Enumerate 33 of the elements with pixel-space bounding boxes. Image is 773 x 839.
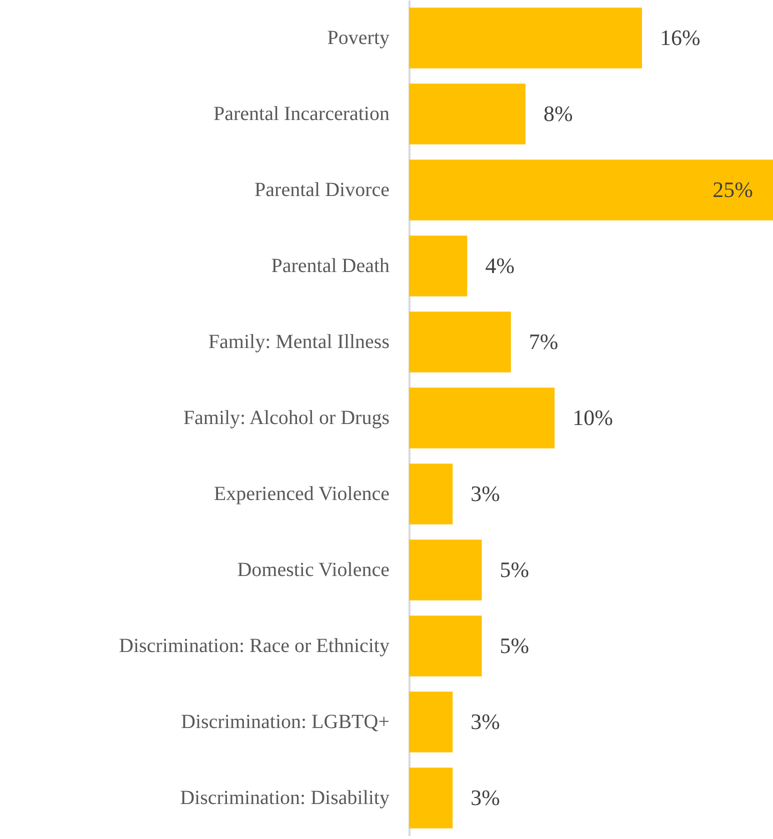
- bar: [409, 616, 482, 676]
- y-tick-label: Discrimination: Disability: [180, 787, 390, 809]
- bar: [409, 540, 482, 600]
- data-label: 3%: [470, 481, 500, 506]
- bar: [409, 312, 511, 372]
- bar: [409, 84, 526, 144]
- y-tick-label: Family: Mental Illness: [208, 331, 390, 353]
- y-tick-label: Parental Incarceration: [213, 103, 390, 125]
- bar: [409, 692, 453, 752]
- data-label: 3%: [470, 785, 500, 810]
- y-tick-label: Parental Death: [271, 255, 390, 277]
- y-tick-label: Family: Alcohol or Drugs: [183, 407, 390, 429]
- data-label: 8%: [543, 101, 573, 126]
- y-tick-label: Discrimination: LGBTQ+: [181, 711, 390, 733]
- data-label: 5%: [500, 633, 530, 658]
- bar: [409, 160, 773, 220]
- data-label: 25%: [712, 177, 753, 202]
- y-tick-label: Poverty: [327, 27, 390, 49]
- data-label: 7%: [528, 329, 558, 354]
- y-tick-label: Domestic Violence: [237, 559, 390, 581]
- data-label: 16%: [660, 25, 700, 50]
- y-tick-label: Discrimination: Race or Ethnicity: [119, 635, 390, 657]
- bar: [409, 236, 468, 296]
- bar: [409, 464, 453, 524]
- data-label: 5%: [500, 557, 530, 582]
- data-label: 10%: [572, 405, 613, 430]
- y-tick-label: Parental Divorce: [254, 179, 390, 201]
- y-tick-label: Experienced Violence: [214, 483, 390, 505]
- data-label: 3%: [470, 709, 500, 734]
- data-label: 4%: [485, 253, 515, 278]
- bar: [409, 8, 642, 68]
- bar: [409, 388, 555, 448]
- bar: [409, 768, 453, 828]
